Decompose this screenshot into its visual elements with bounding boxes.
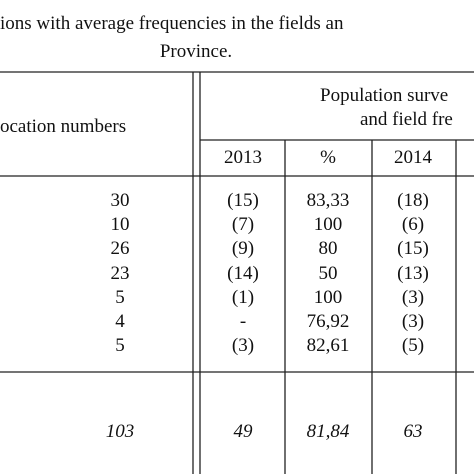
total-cell: 63 xyxy=(403,421,423,442)
title-line: ions with average frequencies in the fie… xyxy=(0,13,344,34)
cell: (1) xyxy=(231,286,255,308)
column-header: 2014 xyxy=(394,147,432,168)
cell: - xyxy=(239,311,247,332)
group-header: Population surve xyxy=(320,85,449,106)
cell: 50 xyxy=(318,262,338,284)
cell: 76,92 xyxy=(306,311,350,332)
cell: 5 xyxy=(115,335,125,357)
cell: 5 xyxy=(115,286,125,308)
cell: 82,61 xyxy=(306,335,350,357)
cell: (9) xyxy=(231,238,255,260)
cell: 10 xyxy=(110,214,130,236)
total-cell: 103 xyxy=(105,421,135,442)
column-header: % xyxy=(320,147,336,168)
group-header: and field fre xyxy=(360,109,453,130)
cell: (14) xyxy=(227,262,259,284)
cell: (3) xyxy=(401,286,425,308)
cell: 23 xyxy=(110,262,130,284)
cell: 100 xyxy=(313,286,343,308)
cell: (13) xyxy=(397,262,429,284)
cell: 4 xyxy=(115,311,125,332)
title-line: Province. xyxy=(159,41,233,62)
cell: (6) xyxy=(401,214,425,236)
cell: 26 xyxy=(110,238,130,260)
cell: (3) xyxy=(231,335,255,357)
cell: (15) xyxy=(227,190,259,211)
cell: (5) xyxy=(401,335,425,357)
column-header: 2013 xyxy=(224,147,262,168)
cell: (7) xyxy=(231,214,255,236)
cell: 83,33 xyxy=(306,190,350,211)
cell: 80 xyxy=(318,238,338,260)
total-cell: 81,84 xyxy=(306,421,350,442)
cell: (3) xyxy=(401,311,425,332)
column-header: ocation numbers xyxy=(0,116,127,137)
cell: 100 xyxy=(313,214,343,236)
cell: 30 xyxy=(110,190,130,211)
cell: (18) xyxy=(397,190,429,211)
cell: (15) xyxy=(397,238,429,260)
total-cell: 49 xyxy=(233,421,253,442)
